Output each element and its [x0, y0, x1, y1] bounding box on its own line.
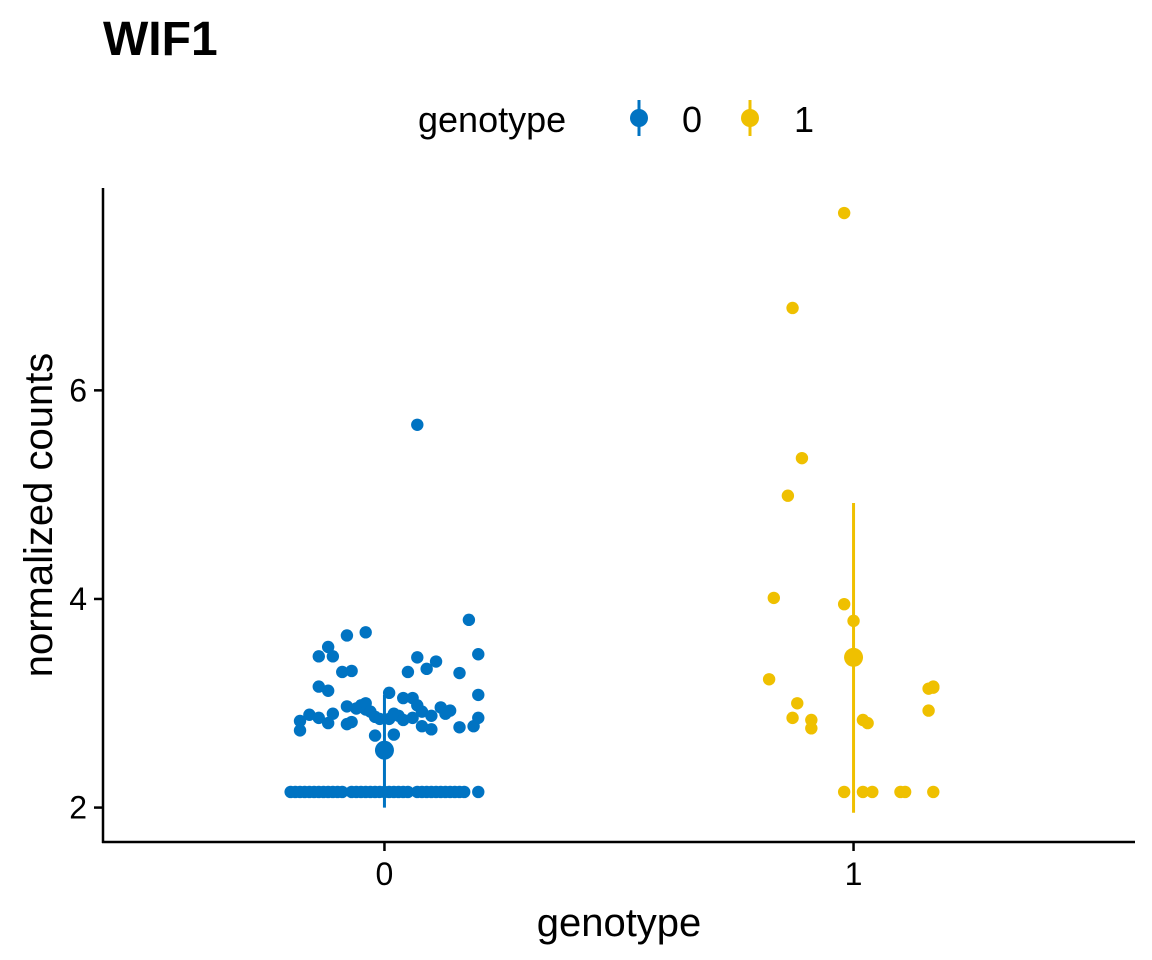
data-point: [837, 597, 851, 611]
data-point: [293, 724, 307, 737]
data-point: [321, 684, 335, 697]
data-point: [837, 785, 851, 799]
summary-mean-point: [844, 647, 864, 667]
data-point: [406, 711, 419, 725]
data-point: [791, 697, 804, 710]
data-point: [411, 651, 424, 664]
data-point: [326, 707, 340, 720]
y-ticks: 2 4 6: [69, 372, 103, 826]
data-point: [420, 662, 433, 676]
data-point: [443, 704, 457, 717]
data-point: [453, 721, 466, 734]
data-point: [856, 785, 870, 799]
data-point: [462, 613, 476, 627]
data-point: [373, 712, 386, 726]
data-point: [340, 629, 354, 642]
y-tick-label: 2: [69, 790, 87, 826]
data-point: [368, 729, 382, 742]
data-point: [472, 785, 485, 799]
data-point: [898, 785, 912, 799]
data-point: [472, 711, 485, 725]
data-point: [312, 680, 325, 693]
y-axis-label: normalized counts: [17, 353, 61, 678]
data-point: [397, 691, 410, 705]
data-point: [321, 640, 335, 654]
data-point: [387, 728, 401, 741]
data-point: [345, 715, 358, 729]
legend-key-1: [741, 100, 759, 136]
legend-label-1: 1: [794, 99, 814, 140]
data-point: [762, 673, 776, 686]
x-tick-label: 1: [845, 856, 863, 892]
data-point: [458, 785, 471, 799]
data-point: [927, 681, 940, 694]
y-tick-label: 6: [69, 372, 87, 408]
legend-label-0: 0: [682, 99, 702, 140]
data-point: [345, 664, 358, 678]
data-point: [336, 785, 349, 799]
data-point: [866, 785, 879, 799]
data-point: [336, 665, 349, 679]
data-point: [359, 626, 372, 639]
data-points: [284, 206, 940, 799]
data-point: [786, 301, 799, 315]
data-point: [312, 711, 325, 725]
data-point: [837, 206, 851, 220]
data-point: [401, 785, 415, 799]
y-tick-label: 4: [69, 581, 87, 617]
data-point: [429, 655, 443, 668]
data-point: [786, 711, 799, 725]
data-point: [401, 665, 415, 679]
data-point: [425, 723, 438, 736]
data-point: [340, 700, 354, 713]
summary-markers: [374, 503, 864, 813]
data-point: [326, 650, 340, 663]
data-point: [303, 708, 316, 721]
summary-mean-point: [374, 740, 394, 760]
legend: genotype 0 1: [418, 99, 814, 140]
chart-title: WIF1: [103, 13, 218, 66]
data-point: [795, 451, 809, 465]
data-point: [382, 686, 396, 700]
data-point: [312, 650, 325, 663]
data-point: [425, 709, 438, 722]
data-point: [415, 720, 429, 733]
data-point: [415, 705, 429, 718]
x-axis-label: genotype: [537, 901, 702, 945]
legend-key-0: [630, 100, 648, 136]
legend-title: genotype: [418, 99, 566, 140]
x-tick-label: 0: [376, 856, 394, 892]
data-point: [767, 591, 780, 605]
data-point: [293, 714, 307, 728]
data-point: [472, 688, 485, 702]
data-point: [453, 666, 466, 680]
data-point: [922, 704, 935, 717]
data-point: [321, 716, 335, 730]
data-point: [397, 713, 410, 727]
data-point: [805, 722, 818, 735]
data-point: [861, 716, 874, 730]
data-point: [472, 648, 485, 661]
data-point: [781, 489, 795, 502]
data-point: [411, 418, 424, 431]
data-point: [927, 785, 940, 799]
